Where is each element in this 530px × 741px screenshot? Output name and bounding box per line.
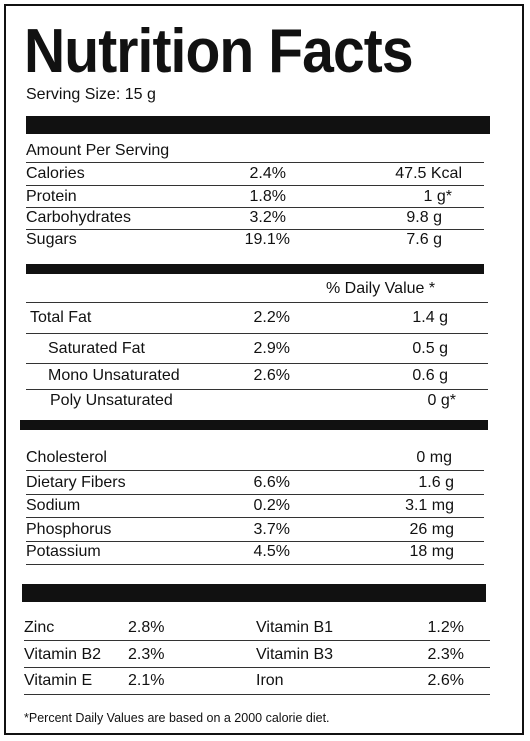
vitamin-name: Vitamin E <box>24 672 93 689</box>
nutrient-name: Total Fat <box>30 309 92 326</box>
vitamin-name: Zinc <box>24 619 55 636</box>
row-divider <box>26 333 488 334</box>
thick-divider-4 <box>22 584 486 602</box>
row-divider <box>26 517 484 518</box>
vitamin-name: Vitamin B3 <box>256 646 334 663</box>
nutrient-amount: 1 g* <box>423 188 452 205</box>
nutrient-amount: 0.5 g <box>412 340 448 357</box>
nutrient-pct: 3.7% <box>253 521 290 538</box>
nutrient-name: Potassium <box>26 543 101 560</box>
row-divider <box>26 470 484 471</box>
row-divider <box>26 363 488 364</box>
nutrient-amount: 0.6 g <box>412 367 448 384</box>
vitamin-name: Vitamin B2 <box>24 646 102 663</box>
nutrient-pct: 3.2% <box>249 209 286 226</box>
nutrient-name: Saturated Fat <box>48 340 145 357</box>
nutrient-amount: 9.8 g <box>406 209 442 226</box>
nutrient-pct: 1.8% <box>249 188 286 205</box>
thick-divider-3 <box>20 420 488 430</box>
nutrient-amount: 1.4 g <box>412 309 448 326</box>
nutrient-pct: 4.5% <box>253 543 290 560</box>
vitamin-pct: 2.1% <box>128 672 165 689</box>
row-divider <box>26 302 488 303</box>
vitamin-pct: 2.3% <box>427 646 464 663</box>
nutrient-name: Phosphorus <box>26 521 112 538</box>
nutrient-pct: 6.6% <box>253 474 290 491</box>
amount-per-serving: Amount Per Serving <box>26 142 170 159</box>
nutrient-pct: 2.4% <box>249 165 286 182</box>
nutrient-name: Dietary Fibers <box>26 474 126 491</box>
row-divider <box>24 640 490 641</box>
vitamin-name: Iron <box>256 672 284 689</box>
vitamin-name: Vitamin B1 <box>256 619 334 636</box>
nutrient-amount: 3.1 mg <box>405 497 454 514</box>
nutrient-amount: 26 mg <box>409 521 454 538</box>
nutrient-pct: 0.2% <box>253 497 290 514</box>
nutrient-name: Sodium <box>26 497 81 514</box>
row-divider <box>26 541 484 542</box>
nutrient-name: Protein <box>26 188 77 205</box>
footnote: *Percent Daily Values are based on a 200… <box>24 711 330 725</box>
nutrient-name: Sugars <box>26 231 77 248</box>
label-title: Nutrition Facts <box>24 17 414 86</box>
row-divider <box>26 185 484 186</box>
row-divider <box>26 494 484 495</box>
nutrient-amount: 0 g* <box>427 392 456 409</box>
row-divider <box>26 564 484 565</box>
nutrient-pct: 2.6% <box>253 367 290 384</box>
nutrient-amount: 18 mg <box>409 543 454 560</box>
row-divider <box>26 162 484 163</box>
nutrient-amount: 47.5 Kcal <box>395 165 462 182</box>
row-divider <box>26 229 484 230</box>
nutrient-name: Calories <box>26 165 85 182</box>
vitamin-pct: 2.8% <box>128 619 165 636</box>
nutrient-name: Carbohydrates <box>26 209 131 226</box>
serving-size: Serving Size: 15 g <box>26 86 156 103</box>
nutrient-pct: 2.2% <box>253 309 290 326</box>
thick-divider-2 <box>26 264 484 274</box>
nutrient-name: Mono Unsaturated <box>48 367 180 384</box>
vitamin-pct: 1.2% <box>427 619 464 636</box>
nutrient-amount: 7.6 g <box>406 231 442 248</box>
nutrient-name: Cholesterol <box>26 449 107 466</box>
nutrient-pct: 19.1% <box>244 231 290 248</box>
nutrient-amount: 1.6 g <box>418 474 454 491</box>
row-divider <box>26 207 484 208</box>
label-frame <box>4 4 524 735</box>
vitamin-pct: 2.6% <box>427 672 464 689</box>
vitamin-pct: 2.3% <box>128 646 165 663</box>
nutrient-amount: 0 mg <box>416 449 452 466</box>
nutrient-name: Poly Unsaturated <box>50 392 173 409</box>
row-divider <box>24 694 490 695</box>
row-divider <box>26 389 488 390</box>
daily-value-header: % Daily Value * <box>326 280 436 297</box>
nutrient-pct: 2.9% <box>253 340 290 357</box>
row-divider <box>24 667 490 668</box>
thick-divider-1 <box>26 116 490 134</box>
